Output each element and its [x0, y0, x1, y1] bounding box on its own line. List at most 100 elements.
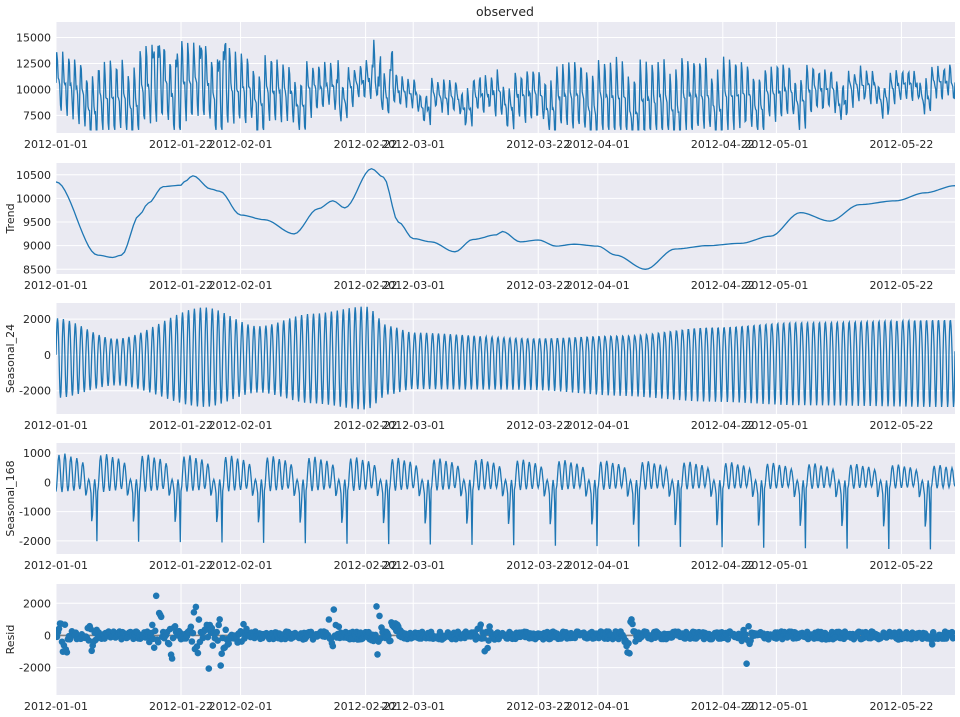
x-tick-label: 2012-01-22: [149, 700, 213, 713]
residual-point: [157, 613, 165, 621]
residual-point: [199, 634, 207, 642]
x-tick-label: 2012-05-01: [744, 419, 808, 432]
residual-point: [214, 637, 221, 644]
y-axis-label: Seasonal_24: [4, 324, 17, 393]
residual-point: [88, 647, 95, 655]
x-tick-label: 2012-01-01: [24, 138, 88, 151]
residual-point: [192, 603, 200, 611]
residual-point: [928, 641, 936, 648]
x-tick-label: 2012-05-01: [744, 138, 808, 151]
residual-point: [171, 623, 179, 630]
residual-point: [742, 631, 749, 638]
residual-point: [209, 642, 217, 649]
residual-point: [385, 632, 392, 639]
y-tick-label: 1000: [23, 447, 51, 460]
x-tick-label: 2012-03-01: [381, 138, 445, 151]
x-tick-label: 2012-02-01: [209, 419, 273, 432]
x-tick-label: 2012-04-01: [566, 700, 630, 713]
x-tick-label: 2012-05-01: [744, 700, 808, 713]
y-axis-label: Seasonal_168: [4, 460, 17, 536]
residual-point: [149, 621, 156, 629]
x-tick-label: 2012-02-01: [209, 559, 273, 572]
residual-point: [372, 631, 379, 639]
y-tick-label: 0: [44, 629, 51, 642]
x-tick-label: 2012-02-22: [334, 559, 398, 572]
residual-point: [187, 623, 195, 631]
x-tick-label: 2012-03-22: [506, 700, 570, 713]
x-tick-label: 2012-03-01: [381, 279, 445, 292]
residual-point: [484, 644, 491, 652]
x-tick-label: 2012-04-01: [566, 138, 630, 151]
panel-2: 8500 9000 9500 10000 10500 2012-01-01 2012-01-…: [4, 163, 955, 292]
residual-point: [948, 628, 955, 636]
x-tick-label: 2012-05-22: [869, 138, 933, 151]
x-tick-label: 2012-04-22: [691, 419, 755, 432]
x-tick-label: 2012-04-22: [691, 279, 755, 292]
residual-point: [215, 621, 222, 629]
y-tick-label: 10000: [16, 83, 51, 96]
residual-point: [169, 634, 177, 642]
x-tick-label: 2012-03-22: [506, 279, 570, 292]
residual-point: [194, 649, 202, 657]
panel-5: -2000 0 2000 2012-01-01 2012-01-222012-02-01…: [4, 584, 955, 713]
residual-point: [477, 621, 485, 628]
x-tick-label: 2012-04-22: [691, 138, 755, 151]
residual-point: [485, 637, 492, 644]
x-tick-label: 2012-05-22: [869, 279, 933, 292]
residual-point: [193, 643, 201, 650]
residual-point: [130, 635, 137, 643]
x-tick-label: 2012-01-22: [149, 559, 213, 572]
x-tick-label: 2012-03-22: [506, 559, 570, 572]
y-tick-label: 15000: [16, 32, 51, 45]
x-tick-label: 2012-02-22: [334, 419, 398, 432]
x-tick-label: 2012-01-22: [149, 419, 213, 432]
residual-point: [168, 655, 176, 662]
x-tick-label: 2012-03-01: [381, 700, 445, 713]
y-tick-label: 10000: [16, 192, 51, 205]
x-tick-label: 2012-02-22: [334, 700, 398, 713]
residual-point: [625, 640, 632, 647]
residual-point: [63, 649, 71, 656]
residual-point: [151, 627, 159, 635]
residual-point: [213, 628, 220, 636]
residual-point: [205, 665, 213, 672]
y-tick-label: 9000: [23, 240, 51, 253]
series-line: [56, 306, 955, 410]
y-tick-label: 9500: [23, 216, 51, 229]
x-tick-label: 2012-04-01: [566, 559, 630, 572]
panel-3: -2000 0 2000 2012-01-01 2012-01-222012-02-01…: [4, 303, 955, 432]
x-tick-label: 2012-04-22: [691, 559, 755, 572]
residual-point: [480, 634, 488, 642]
residual-point: [626, 650, 633, 657]
y-tick-label: 7500: [23, 109, 51, 122]
x-tick-label: 2012-03-22: [506, 419, 570, 432]
residual-point: [486, 623, 493, 630]
residual-point: [373, 603, 380, 610]
residual-point: [188, 638, 196, 645]
x-tick-label: 2012-01-22: [149, 138, 213, 151]
residual-point: [61, 621, 69, 628]
residual-point: [152, 592, 160, 600]
x-tick-label: 2012-05-01: [744, 279, 808, 292]
residual-point: [745, 623, 752, 630]
x-tick-label: 2012-05-22: [869, 559, 933, 572]
residual-point: [929, 629, 937, 636]
residual-point: [218, 650, 225, 657]
x-tick-label: 2012-01-01: [24, 700, 88, 713]
x-tick-label: 2012-03-01: [381, 419, 445, 432]
series-line: [56, 453, 955, 550]
y-tick-label: -2000: [19, 385, 51, 398]
x-tick-label: 2012-04-01: [566, 279, 630, 292]
residual-point: [724, 636, 732, 643]
x-tick-label: 2012-03-22: [506, 138, 570, 151]
x-tick-label: 2012-01-01: [24, 419, 88, 432]
residual-point: [374, 651, 381, 658]
y-tick-label: 0: [44, 476, 51, 489]
y-tick-label: 0: [44, 349, 51, 362]
residual-point: [216, 616, 223, 623]
x-tick-label: 2012-04-22: [691, 700, 755, 713]
